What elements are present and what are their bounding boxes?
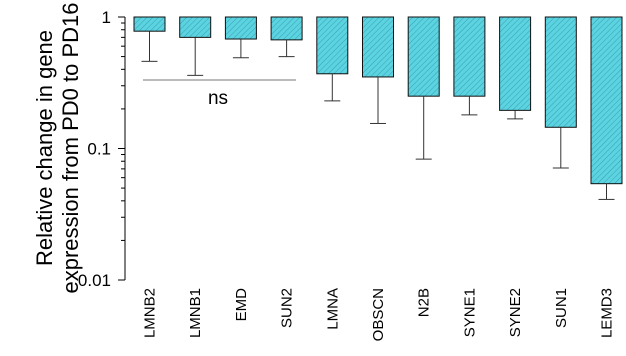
bar-lemd3	[591, 17, 622, 184]
category-label: LMNB2	[142, 288, 159, 338]
category-label: OBSCN	[370, 288, 387, 341]
bar-lmna	[317, 17, 348, 74]
category-label: N2B	[416, 288, 433, 317]
y-ticks: 1 0.1 0.01	[78, 8, 125, 290]
category-label: SUN1	[553, 288, 570, 328]
category-labels: LMNB2 LMNB1 EMD SUN2 LMNA OBSCN N2B SYNE1 SYNE2 S…	[142, 288, 616, 342]
bar-emd	[225, 17, 256, 39]
bar-lmnb2	[134, 17, 165, 31]
bar-sun2	[271, 17, 302, 40]
category-label: LMNB1	[187, 288, 204, 338]
category-label: SUN2	[279, 288, 296, 328]
bar-lmnb1	[180, 17, 211, 37]
ns-annotation: ns	[208, 88, 228, 109]
bar-syne1	[454, 17, 485, 96]
y-axis-label-line-2: expression from PD0 to PD16	[58, 2, 83, 293]
y-tick-label: 0.01	[78, 271, 111, 290]
category-label: LMNA	[324, 288, 341, 330]
category-label: EMD	[233, 288, 250, 322]
bar-obscn	[363, 17, 394, 77]
bar-sun1	[545, 17, 576, 127]
category-label: SYNE1	[461, 288, 478, 337]
y-tick-label: 1	[102, 8, 111, 27]
y-axis-label: Relative change in gene expression from …	[32, 2, 83, 293]
y-axis-label-line-1: Relative change in gene	[32, 30, 57, 266]
category-label: SYNE2	[507, 288, 524, 337]
bar-n2b	[408, 17, 439, 96]
bar-syne2	[500, 17, 531, 110]
y-tick-label: 0.1	[87, 140, 111, 159]
category-label: LEMD3	[599, 288, 616, 338]
